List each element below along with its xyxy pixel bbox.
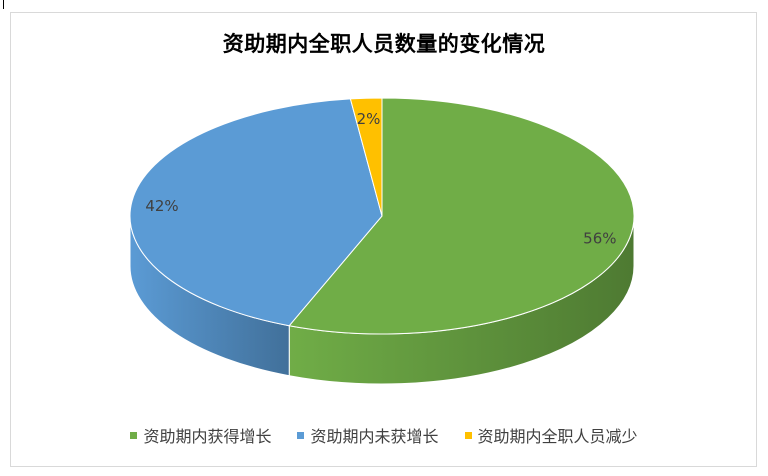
legend-item-no-growth: 资助期内未获增长 — [297, 423, 439, 447]
legend: 资助期内获得增长 资助期内未获增长 资助期内全职人员减少 — [0, 423, 768, 447]
legend-item-growth: 资助期内获得增长 — [130, 423, 271, 447]
legend-label-decrease: 资助期内全职人员减少 — [477, 427, 638, 446]
legend-item-decrease: 资助期内全职人员减少 — [464, 423, 638, 447]
corner-mark — [3, 0, 4, 9]
legend-swatch-no-growth — [297, 431, 305, 439]
pie-slice-1 — [129, 98, 383, 327]
pie-top — [129, 97, 635, 335]
chart-title: 资助期内全职人员数量的变化情况 — [222, 32, 546, 56]
legend-label-no-growth: 资助期内未获增长 — [310, 427, 439, 446]
data-label-1: 42% — [145, 197, 178, 215]
legend-swatch-decrease — [464, 431, 472, 439]
pie-slice-2 — [349, 97, 383, 217]
pie-slice-0 — [288, 97, 635, 335]
legend-swatch-growth — [130, 431, 138, 439]
pie-labels: 56% 42% 2% — [145, 110, 616, 248]
data-label-0: 56% — [583, 229, 616, 247]
data-label-2: 2% — [357, 110, 381, 128]
legend-label-growth: 资助期内获得增长 — [143, 427, 272, 446]
